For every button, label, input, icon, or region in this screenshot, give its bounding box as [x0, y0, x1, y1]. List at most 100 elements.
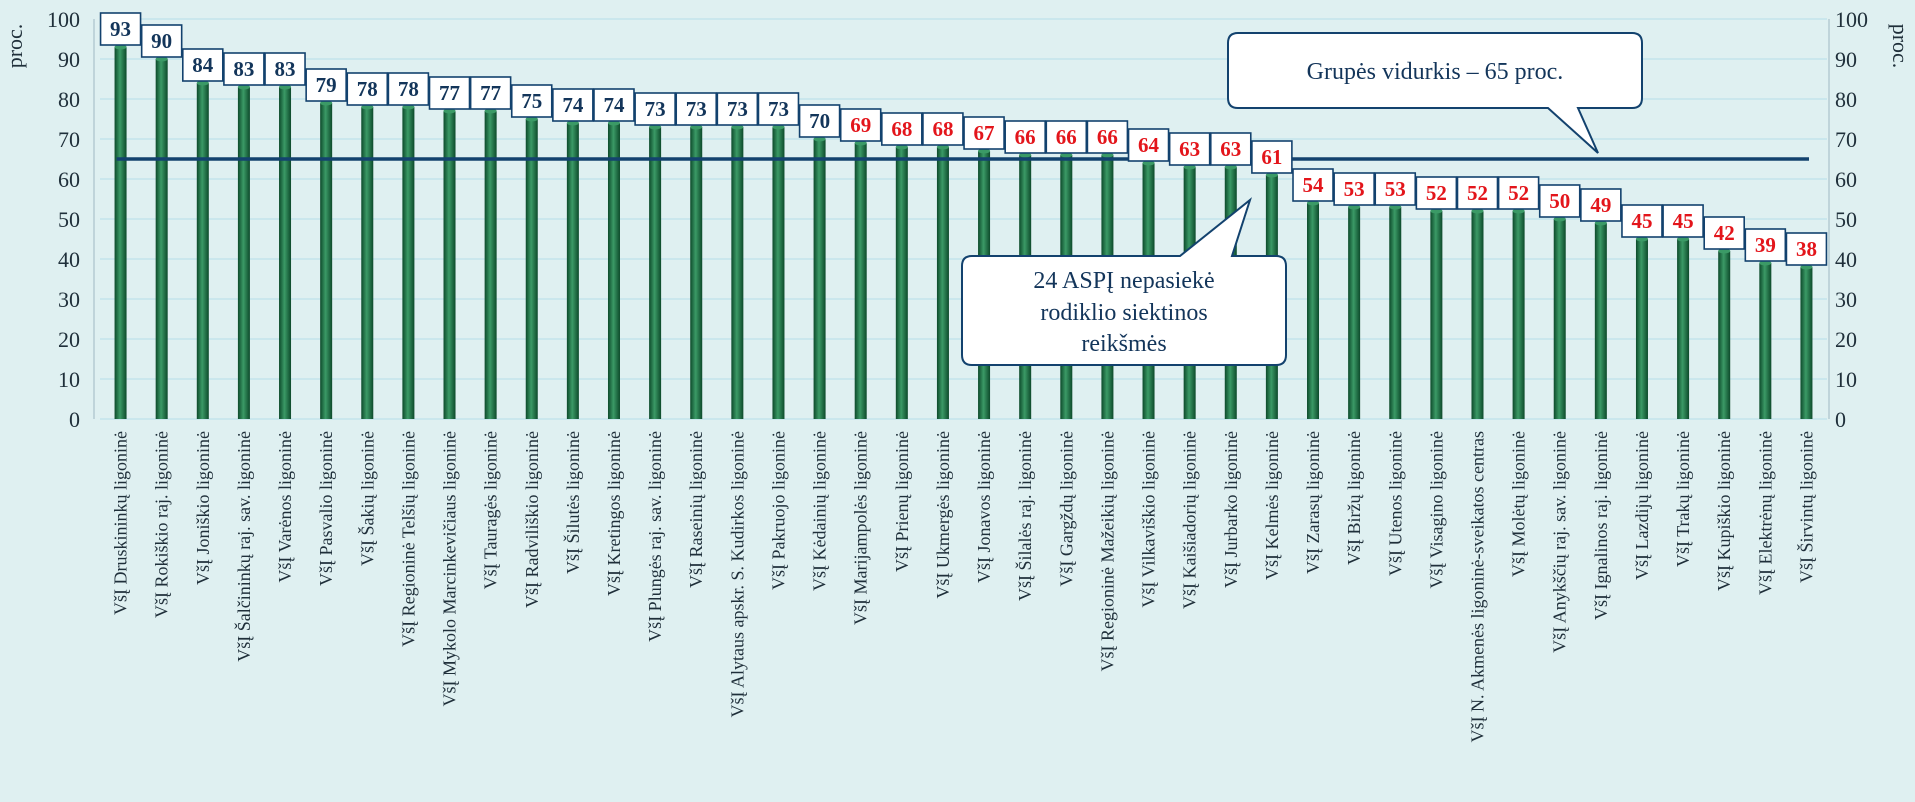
data-label-box — [1662, 204, 1704, 238]
data-label: 67 — [963, 116, 1005, 150]
y-tick-label-left: 0 — [69, 407, 80, 432]
data-label-box — [1744, 228, 1787, 262]
target-callout-line-1: 24 ASPĮ nepasiekė — [1033, 268, 1214, 294]
category-label: VšĮ Pakruojo ligoninė — [768, 431, 788, 590]
data-label-box — [181, 48, 224, 82]
data-label: 66 — [1045, 120, 1088, 154]
y-tick-label-right: 0 — [1835, 407, 1846, 432]
data-label-value: 77 — [439, 81, 460, 105]
y-tick-label-left: 100 — [47, 7, 80, 32]
category-label: VšĮ Jonavos ligoninė — [974, 431, 994, 583]
data-label-box — [1785, 232, 1828, 266]
data-label-box — [1045, 120, 1088, 154]
category-label: VšĮ Plungės raj. sav. ligoninė — [645, 431, 665, 642]
data-label: 54 — [1292, 168, 1334, 202]
average-callout-box — [1227, 32, 1643, 154]
data-label-box — [387, 72, 430, 106]
category-label: VšĮ Prienų ligoninė — [892, 431, 912, 572]
data-label: 83 — [223, 52, 265, 86]
data-label-value: 53 — [1385, 177, 1406, 201]
bar — [1800, 267, 1813, 419]
data-label-value: 45 — [1673, 209, 1694, 233]
data-label: 84 — [181, 48, 224, 82]
category-label: VšĮ Pasvalio ligoninė — [316, 431, 336, 586]
bar — [484, 111, 497, 419]
data-label: 90 — [140, 24, 183, 58]
bar — [1553, 219, 1566, 419]
data-label-value: 79 — [316, 73, 337, 97]
data-label-value: 73 — [727, 97, 748, 121]
data-label-value: 45 — [1631, 209, 1652, 233]
data-label-value: 66 — [1015, 125, 1036, 149]
data-label-box — [839, 108, 882, 142]
data-label: 45 — [1621, 204, 1663, 238]
data-label: 66 — [1086, 120, 1129, 154]
category-label: VšĮ Biržų ligoninė — [1344, 431, 1364, 565]
bar — [1759, 263, 1772, 419]
data-label-value: 50 — [1549, 189, 1570, 213]
y-axis-right: 0 10 20 30 40 50 60 70 80 90 100 — [1828, 7, 1868, 432]
data-label: 78 — [387, 72, 430, 106]
data-label: 38 — [1785, 232, 1828, 266]
y-tick-label-left: 10 — [58, 367, 80, 392]
bar — [443, 111, 456, 419]
bar — [279, 87, 292, 419]
category-label: VšĮ Vilkaviškio ligoninė — [1139, 431, 1159, 608]
y-tick-label-left: 60 — [58, 167, 80, 192]
y-tick-label-right: 20 — [1835, 327, 1857, 352]
data-label-value: 63 — [1179, 137, 1200, 161]
y-axis-left: 0 10 20 30 40 50 60 70 80 90 100 — [47, 7, 95, 432]
data-label-value: 84 — [192, 53, 214, 77]
category-label: VšĮ Joniškio ligoninė — [193, 431, 213, 585]
category-label: VšĮ Šalčininkų raj. sav. ligoninė — [233, 431, 254, 662]
bar — [1635, 239, 1648, 419]
data-label-value: 69 — [850, 113, 871, 137]
y-tick-label-right: 40 — [1835, 247, 1857, 272]
category-label: VšĮ Kupiškio ligoninė — [1714, 431, 1734, 591]
data-label-box — [1703, 216, 1746, 250]
category-label: VšĮ Varėnos ligoninė — [275, 431, 295, 583]
bar — [402, 107, 415, 419]
data-label-box — [922, 112, 964, 146]
category-label: VšĮ Regioninė Telšių ligoninė — [398, 431, 418, 647]
data-label-box — [1168, 132, 1211, 166]
y-tick-label-left: 50 — [58, 207, 80, 232]
data-label: 52 — [1456, 176, 1499, 210]
data-label-value: 66 — [1097, 125, 1118, 149]
bar — [1307, 203, 1320, 419]
data-label: 50 — [1538, 184, 1581, 218]
data-label-value: 53 — [1344, 177, 1365, 201]
data-label-value: 83 — [233, 57, 254, 81]
category-label: VšĮ Kretingos ligoninė — [604, 431, 624, 596]
bar — [936, 147, 949, 419]
bar — [1389, 207, 1402, 419]
data-label: 77 — [469, 76, 512, 110]
data-label-value: 78 — [398, 77, 419, 101]
y-tick-label-right: 90 — [1835, 47, 1857, 72]
data-label-box — [1538, 184, 1581, 218]
category-label: VšĮ Rokiškio raj. ligoninė — [152, 431, 172, 618]
data-label-value: 49 — [1590, 193, 1611, 217]
data-label-value: 77 — [480, 81, 501, 105]
data-label: 49 — [1580, 188, 1622, 222]
data-label-box — [1497, 176, 1540, 210]
category-label: VšĮ Trakų ligoninė — [1673, 431, 1693, 567]
bar — [854, 143, 867, 419]
bar — [1348, 207, 1361, 419]
data-label: 78 — [346, 72, 389, 106]
data-label-box — [798, 104, 841, 138]
data-label: 74 — [593, 88, 635, 122]
target-callout: 24 ASPĮ nepasiekė rodiklio siektinos rei… — [961, 197, 1287, 366]
target-callout-box — [961, 197, 1287, 366]
bar — [1471, 211, 1484, 419]
data-label-box — [140, 24, 183, 58]
bar — [731, 127, 744, 419]
data-label-box — [346, 72, 389, 106]
data-label: 70 — [798, 104, 841, 138]
category-labels: VšĮ Druskininkų ligoninė VšĮ Rokiškio raj… — [111, 431, 1817, 742]
data-label-value: 90 — [151, 29, 172, 53]
data-label-value: 42 — [1714, 221, 1735, 245]
data-label-box — [716, 92, 759, 126]
category-label: VšĮ Marijampolės ligoninė — [851, 431, 871, 625]
